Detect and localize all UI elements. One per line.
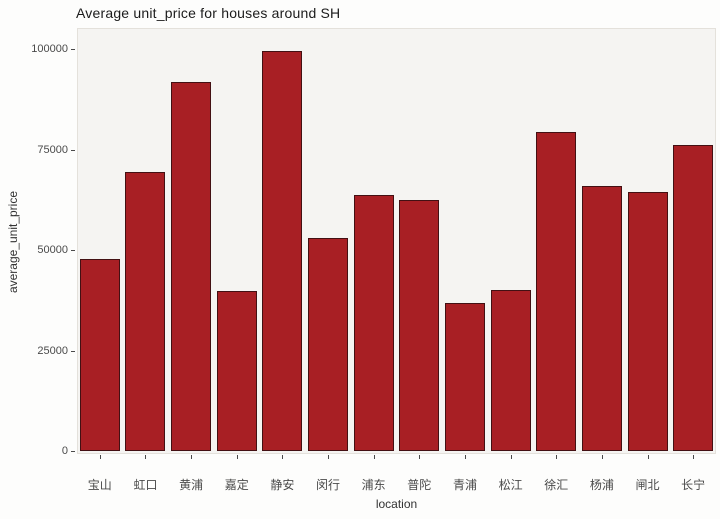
y-axis-title: average_unit_price — [6, 190, 20, 294]
x-tick-mark — [282, 455, 284, 459]
x-tick-label: 黄浦 — [179, 478, 204, 492]
y-tick-label: 75000 — [37, 143, 68, 156]
x-tick-label: 长宁 — [681, 478, 706, 492]
bar-松江 — [490, 290, 531, 451]
x-tick-label: 闸北 — [635, 478, 660, 492]
x-tick-mark — [99, 455, 101, 459]
x-tick-mark — [236, 455, 238, 459]
plot-panel — [77, 28, 716, 454]
x-tick-mark — [145, 455, 147, 459]
chart-title: Average unit_price for houses around SH — [76, 5, 341, 21]
bar-长宁 — [673, 145, 714, 451]
y-tick-mark — [71, 250, 75, 251]
x-tick-mark — [373, 455, 375, 459]
bar-青浦 — [444, 303, 485, 451]
x-tick-label: 静安 — [270, 478, 295, 492]
x-tick-label: 杨浦 — [589, 478, 614, 492]
bar-闵行 — [308, 238, 349, 451]
x-tick-mark — [464, 455, 466, 459]
bar-静安 — [262, 51, 303, 451]
x-tick-label: 徐汇 — [544, 478, 569, 492]
x-tick-label: 宝山 — [87, 478, 112, 492]
bar-黄浦 — [171, 82, 212, 451]
x-tick-mark — [556, 455, 558, 459]
x-tick-label: 嘉定 — [224, 478, 249, 492]
bar-闸北 — [627, 192, 668, 451]
x-tick-mark — [191, 455, 193, 459]
y-tick-label: 0 — [61, 445, 68, 457]
x-tick-mark — [328, 455, 330, 459]
x-tick-mark — [647, 455, 649, 459]
y-tick-mark — [71, 149, 75, 151]
bar-嘉定 — [216, 291, 257, 451]
x-tick-label: 松江 — [498, 478, 523, 492]
bar-徐汇 — [536, 132, 577, 451]
x-tick-label: 闵行 — [316, 478, 341, 492]
y-tick-mark — [71, 451, 75, 452]
bar-宝山 — [79, 259, 120, 451]
bar-普陀 — [399, 200, 440, 451]
y-tick-label: 50000 — [37, 244, 68, 256]
x-tick-label: 虹口 — [133, 478, 158, 492]
x-tick-mark — [510, 455, 512, 459]
x-tick-label: 浦东 — [361, 478, 386, 492]
x-tick-mark — [601, 455, 603, 459]
bar-虹口 — [125, 172, 166, 451]
x-tick-label: 普陀 — [407, 478, 432, 492]
x-tick-mark — [419, 455, 421, 459]
bar-浦东 — [353, 195, 394, 451]
x-tick-mark — [693, 455, 695, 459]
y-tick-label: 100000 — [31, 43, 68, 55]
x-axis-title: location — [375, 497, 418, 511]
x-tick-label: 青浦 — [452, 478, 477, 492]
bar-杨浦 — [581, 186, 622, 451]
y-tick-label: 25000 — [37, 344, 68, 357]
y-tick-mark — [71, 350, 75, 352]
y-tick-mark — [71, 49, 75, 50]
